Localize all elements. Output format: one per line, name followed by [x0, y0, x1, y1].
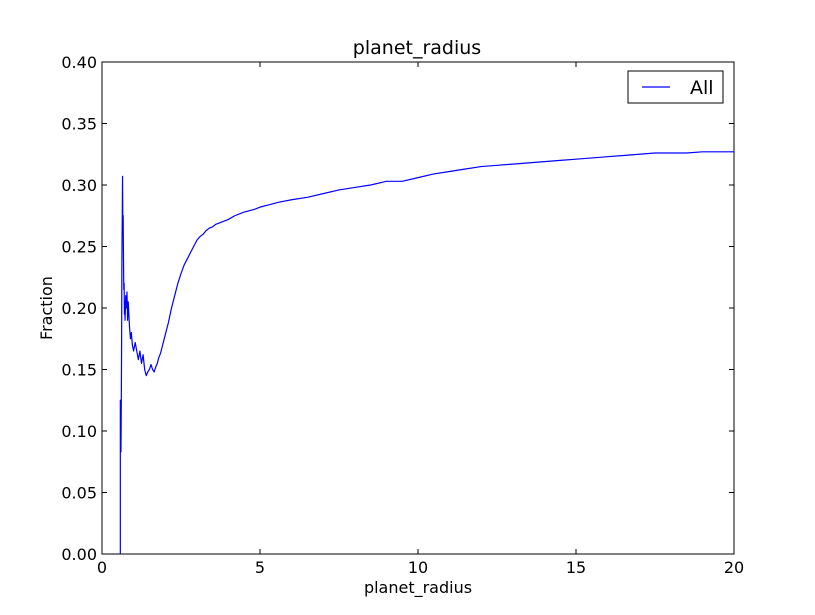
series-line-all	[119, 151, 734, 554]
x-tick-label: 0	[97, 558, 107, 577]
x-axis: 0 5 10 15 20	[97, 62, 744, 577]
legend-label-all: All	[690, 77, 714, 99]
y-tick-label: 0.10	[61, 422, 97, 441]
plot-area	[101, 61, 735, 555]
legend: All	[627, 70, 724, 104]
y-tick-label: 0.05	[61, 484, 97, 503]
y-tick-label: 0.25	[61, 238, 97, 257]
y-axis-label: Fraction	[37, 276, 56, 340]
series-layer	[119, 151, 734, 554]
x-tick-label: 15	[566, 558, 586, 577]
y-tick-label: 0.40	[61, 53, 97, 72]
x-axis-label: planet_radius	[364, 578, 472, 598]
x-tick-label: 5	[255, 558, 265, 577]
x-tick-label: 10	[408, 558, 428, 577]
chart-title: planet_radius	[353, 37, 481, 59]
x-tick-label: 20	[724, 558, 744, 577]
y-tick-label: 0.30	[61, 176, 97, 195]
y-tick-label: 0.20	[61, 299, 97, 318]
y-tick-label: 0.35	[61, 115, 97, 134]
y-tick-label: 0.00	[61, 545, 97, 564]
y-axis: 0.00 0.05 0.10 0.15 0.20 0.25 0.30 0.35 0.40	[61, 53, 734, 564]
y-tick-label: 0.15	[61, 361, 97, 380]
